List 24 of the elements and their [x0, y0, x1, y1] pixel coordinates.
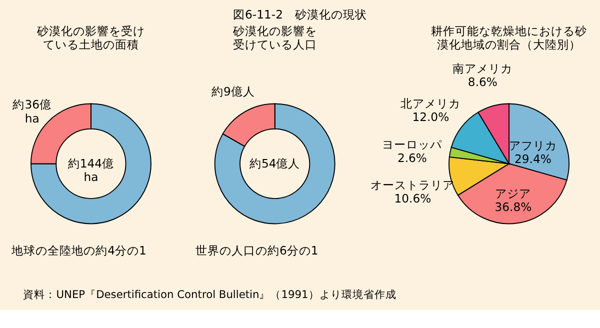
slice-label: アフリカ	[508, 138, 557, 152]
text: 約144億 ha	[68, 156, 114, 184]
data-label: 36.8%	[494, 200, 532, 214]
data-label: 2.6%	[397, 151, 427, 166]
slice-label: ヨーロッパ	[382, 137, 444, 152]
slice-label: 約36億 ha	[12, 98, 52, 126]
data-label: 8.6%	[468, 75, 498, 89]
data-label: 29.4%	[514, 152, 552, 166]
text: 世界の人口の約6分の1	[195, 244, 318, 258]
slice-label: オーストラリア	[370, 178, 455, 192]
slice-label: アジア	[495, 186, 532, 200]
text: 地球の全陸地の約4分の1	[10, 244, 146, 258]
data-label: 10.6%	[394, 192, 432, 206]
slice-label: 南アメリカ	[452, 61, 513, 76]
chart-title: 砂漠化の影響を受けている人口	[232, 24, 317, 52]
slice-label: 北アメリカ	[400, 96, 461, 111]
data-label: 12.0%	[412, 110, 450, 124]
caption: 図6-11-2 砂漠化の現状	[233, 8, 367, 22]
chart-title: 耕作可能な乾燥地における砂漠化地域の割合（大陸別）	[431, 24, 588, 52]
text: 約54億人	[249, 156, 300, 171]
text: 資料：UNEP『Desertification Control Bulletin』（1991）より環境省作成	[23, 288, 396, 302]
slice-label: 約9億人	[211, 84, 255, 99]
donut-slice	[214, 103, 336, 224]
chart-title: 砂漠化の影響を受けている土地の面積	[36, 24, 145, 52]
